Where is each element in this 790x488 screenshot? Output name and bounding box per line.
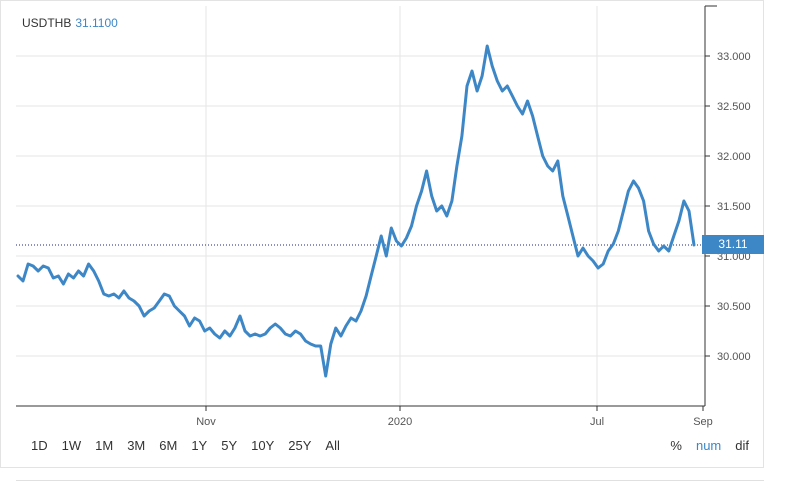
x-tick-label: 2020 — [388, 416, 412, 428]
y-tick-label: 30.500 — [717, 301, 751, 313]
x-tick-label: Sep — [693, 416, 713, 428]
grid-group — [16, 6, 705, 406]
chart-frame — [0, 0, 764, 468]
chart-svg: 30.000 30.500 31.000 31.500 32.000 32.500 33.0… — [16, 5, 751, 428]
axis-group: 30.000 30.500 31.000 31.500 32.000 32.500 33.0… — [16, 5, 751, 428]
legend-symbol: USDTHB — [22, 16, 72, 30]
y-tick-label: 30.000 — [717, 351, 751, 363]
range-button-10y[interactable]: 10Y — [251, 438, 275, 453]
mode-button-num[interactable]: num — [695, 438, 722, 453]
series-line-usdthb — [16, 44, 696, 378]
range-button-all[interactable]: All — [325, 438, 340, 453]
chart-legend: USDTHB 31.1100 — [22, 16, 118, 30]
mode-button-dif[interactable]: dif — [735, 438, 749, 453]
y-tick-label: 31.000 — [717, 251, 751, 263]
range-button-1y[interactable]: 1Y — [191, 438, 208, 453]
y-tick-label: 32.000 — [717, 151, 751, 163]
series-group — [16, 44, 705, 378]
y-tick-label: 31.500 — [717, 201, 751, 213]
range-button-25y[interactable]: 25Y — [288, 438, 312, 453]
range-selector: 1D 1W 1M 3M 6M 1Y 5Y 10Y 25Y All — [24, 437, 347, 455]
y-tick-label: 33.000 — [717, 51, 751, 63]
range-button-1m[interactable]: 1M — [95, 438, 114, 453]
last-price-label: 31.11 — [702, 235, 764, 254]
bottom-divider — [16, 480, 764, 481]
y-tick-label: 32.500 — [717, 101, 751, 113]
x-tick-label: Nov — [196, 416, 216, 428]
range-button-6m[interactable]: 6M — [159, 438, 178, 453]
mode-button-percent[interactable]: % — [670, 438, 682, 453]
range-button-1w[interactable]: 1W — [61, 438, 82, 453]
legend-value: 31.1100 — [75, 16, 118, 30]
range-button-3m[interactable]: 3M — [127, 438, 146, 453]
mode-selector: % num dif — [663, 437, 756, 455]
range-button-1d[interactable]: 1D — [31, 438, 48, 453]
range-button-5y[interactable]: 5Y — [221, 438, 238, 453]
x-tick-label: Jul — [590, 416, 604, 428]
